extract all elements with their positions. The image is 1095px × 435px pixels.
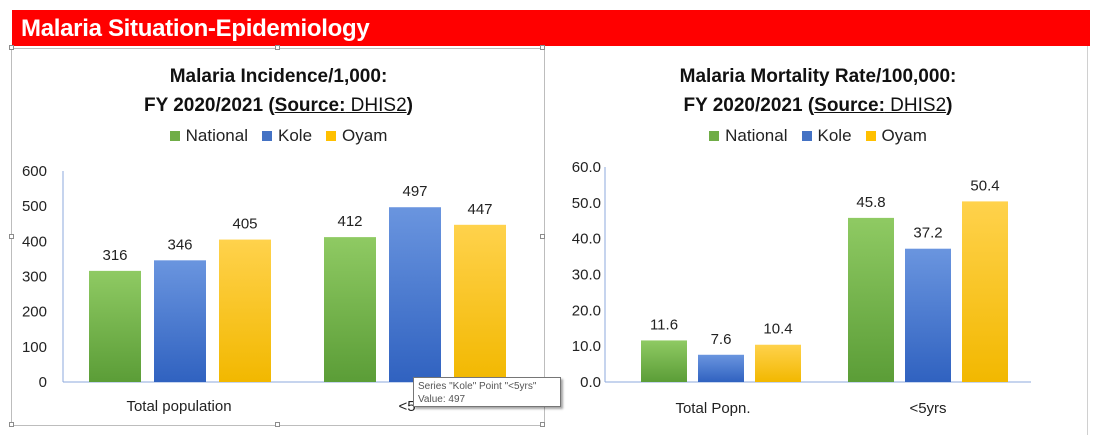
title-suffix: ) — [946, 95, 953, 116]
incidence-title-line2: FY 2020/2021 (Source: DHIS2) — [11, 91, 546, 120]
y-tick-label: 40.0 — [572, 231, 601, 248]
legend-label: Oyam — [342, 126, 388, 145]
data-label: 497 — [402, 183, 427, 200]
incidence-legend[interactable]: National Kole Oyam — [11, 126, 546, 146]
source-label: Source: — [274, 95, 346, 116]
data-label: 405 — [232, 216, 257, 233]
legend-label: National — [725, 126, 788, 145]
resize-handle[interactable] — [9, 234, 14, 239]
resize-handle[interactable] — [540, 234, 545, 239]
y-tick-label: 0.0 — [580, 374, 601, 391]
title-banner: Malaria Situation-Epidemiology — [12, 10, 1090, 46]
bar-oyam[interactable] — [454, 224, 506, 382]
legend-item-oyam[interactable]: Oyam — [865, 126, 927, 146]
data-label: 50.4 — [970, 177, 999, 194]
oyam-swatch — [326, 131, 337, 141]
resize-handle[interactable] — [9, 422, 14, 427]
y-tick-label: 600 — [22, 163, 47, 180]
data-label: 447 — [467, 201, 492, 218]
y-tick-label: 20.0 — [572, 302, 601, 319]
mortality-chart-title: Malaria Mortality Rate/100,000: FY 2020/… — [553, 62, 1083, 120]
oyam-swatch — [865, 131, 876, 141]
x-category-label: <5 — [398, 398, 415, 415]
bar-oyam[interactable] — [962, 201, 1008, 382]
incidence-chart[interactable]: Malaria Incidence/1,000: FY 2020/2021 (S… — [9, 44, 546, 427]
national-swatch — [709, 131, 720, 141]
source-label: Source: — [814, 95, 885, 116]
legend-item-national[interactable]: National — [169, 126, 248, 146]
bar-national[interactable] — [89, 270, 141, 382]
bar-kole[interactable] — [905, 248, 951, 382]
mortality-chart[interactable]: Malaria Mortality Rate/100,000: FY 2020/… — [553, 44, 1083, 426]
y-tick-label: 0 — [39, 374, 47, 391]
title-suffix: ) — [406, 95, 413, 116]
legend-item-national[interactable]: National — [709, 126, 788, 146]
data-label: 10.4 — [763, 321, 792, 338]
source-value: DHIS2 — [884, 95, 947, 116]
y-tick-label: 500 — [22, 198, 47, 215]
bar-oyam[interactable] — [755, 344, 801, 382]
legend-item-kole[interactable]: Kole — [801, 126, 852, 146]
bar-national[interactable] — [641, 340, 687, 382]
page-title: Malaria Situation-Epidemiology — [21, 15, 370, 42]
data-label: 316 — [102, 247, 127, 264]
source-value: DHIS2 — [345, 95, 407, 116]
mortality-title-line2: FY 2020/2021 (Source: DHIS2) — [553, 91, 1083, 120]
incidence-title-line1: Malaria Incidence/1,000: — [169, 66, 388, 87]
bar-national[interactable] — [324, 237, 376, 382]
resize-handle[interactable] — [540, 45, 545, 50]
resize-handle[interactable] — [275, 45, 280, 50]
slide-border — [1087, 46, 1088, 435]
incidence-plot-area[interactable]: 0 100 200 300 400 500 600 316 346 405 Total popula… — [11, 44, 546, 426]
data-label: 412 — [337, 213, 362, 230]
tooltip-value: Value: 497 — [418, 394, 466, 405]
bar-kole[interactable] — [154, 260, 206, 382]
x-category-label: Total Popn. — [675, 400, 750, 417]
legend-item-kole[interactable]: Kole — [262, 126, 312, 146]
y-tick-label: 400 — [22, 233, 47, 250]
y-tick-label: 50.0 — [572, 195, 601, 212]
mortality-title-line1: Malaria Mortality Rate/100,000: — [679, 66, 957, 87]
bar-kole[interactable] — [698, 354, 744, 382]
title-prefix: FY 2020/2021 ( — [144, 95, 275, 116]
bar-kole[interactable] — [389, 207, 441, 382]
y-tick-label: 200 — [22, 304, 47, 321]
tooltip-series-point: Series "Kole" Point "<5yrs" — [418, 381, 537, 392]
y-tick-label: 100 — [22, 339, 47, 356]
legend-label: Oyam — [881, 126, 927, 145]
y-tick-label: 30.0 — [572, 267, 601, 284]
data-label: 11.6 — [650, 316, 678, 333]
x-category-label: <5yrs — [909, 400, 946, 417]
bar-national[interactable] — [848, 217, 894, 382]
legend-item-oyam[interactable]: Oyam — [326, 126, 387, 146]
incidence-chart-title: Malaria Incidence/1,000: FY 2020/2021 (S… — [11, 62, 546, 120]
y-tick-label: 300 — [22, 269, 47, 286]
data-label: 37.2 — [913, 225, 942, 242]
mortality-plot-area[interactable]: 0.0 10.0 20.0 30.0 40.0 50.0 60.0 11.6 7.6 10.4 To… — [553, 44, 1083, 426]
resize-handle[interactable] — [540, 422, 545, 427]
kole-swatch — [801, 131, 812, 141]
mortality-legend[interactable]: National Kole Oyam — [553, 126, 1083, 146]
data-label: 7.6 — [711, 331, 732, 348]
y-tick-label: 60.0 — [572, 159, 601, 176]
legend-label: Kole — [817, 126, 852, 145]
data-label: 45.8 — [856, 194, 885, 211]
bar-oyam[interactable] — [219, 239, 271, 382]
chart-tooltip: Series "Kole" Point "<5yrs" Value: 497 — [413, 377, 561, 407]
resize-handle[interactable] — [9, 45, 14, 50]
title-prefix: FY 2020/2021 ( — [683, 95, 815, 116]
x-category-label: Total population — [126, 398, 231, 415]
kole-swatch — [262, 131, 272, 141]
national-swatch — [169, 131, 180, 141]
legend-label: Kole — [278, 126, 313, 145]
y-tick-label: 10.0 — [572, 338, 601, 355]
legend-label: National — [185, 126, 248, 145]
data-label: 346 — [167, 236, 192, 253]
resize-handle[interactable] — [275, 422, 280, 427]
